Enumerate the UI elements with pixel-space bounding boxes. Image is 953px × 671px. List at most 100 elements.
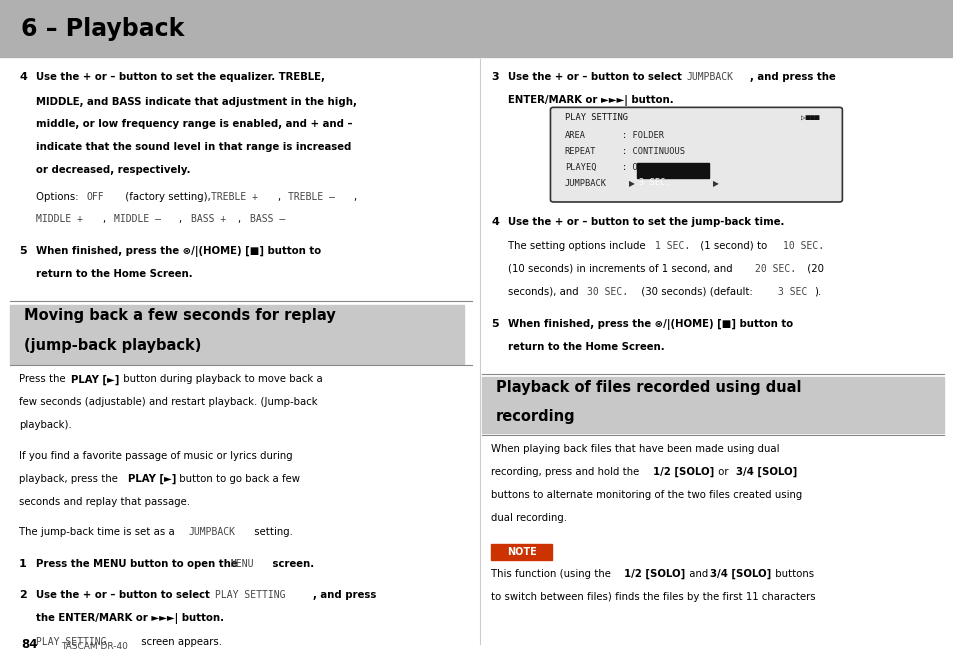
Text: 1/2 [SOLO]: 1/2 [SOLO] bbox=[623, 569, 684, 579]
Text: NOTE: NOTE bbox=[506, 547, 537, 556]
Text: 5: 5 bbox=[491, 319, 498, 329]
Text: buttons to alternate monitoring of the two files created using: buttons to alternate monitoring of the t… bbox=[491, 490, 801, 500]
Text: ▷■■■: ▷■■■ bbox=[801, 113, 819, 122]
Text: TREBLE –: TREBLE – bbox=[288, 192, 335, 202]
Text: When finished, press the ⊗/|(HOME) [■] button to: When finished, press the ⊗/|(HOME) [■] b… bbox=[508, 319, 793, 329]
Text: MIDDLE –: MIDDLE – bbox=[114, 214, 161, 224]
Text: 3 SEC.: 3 SEC. bbox=[639, 178, 670, 187]
Text: the ENTER/MARK or ►►►| button.: the ENTER/MARK or ►►►| button. bbox=[36, 613, 224, 623]
Bar bbox=[481, 377, 943, 433]
Text: When playing back files that have been made using dual: When playing back files that have been m… bbox=[491, 444, 779, 454]
Text: : FOLDER: : FOLDER bbox=[621, 131, 663, 140]
Text: Use the + or – button to select: Use the + or – button to select bbox=[508, 72, 685, 82]
Text: REPEAT: REPEAT bbox=[564, 147, 596, 156]
Text: 6 – Playback: 6 – Playback bbox=[21, 17, 184, 41]
Text: 4: 4 bbox=[491, 217, 498, 227]
Text: : OFF: : OFF bbox=[621, 163, 648, 172]
Text: ENTER/MARK or ►►►| button.: ENTER/MARK or ►►►| button. bbox=[508, 95, 674, 105]
Bar bbox=[491, 544, 552, 560]
Text: Press the: Press the bbox=[19, 374, 69, 384]
Text: seconds and replay that passage.: seconds and replay that passage. bbox=[19, 497, 190, 507]
Text: The setting options include: The setting options include bbox=[508, 241, 649, 251]
Bar bbox=[637, 163, 708, 178]
Text: JUMPBACK: JUMPBACK bbox=[686, 72, 733, 82]
Text: return to the Home Screen.: return to the Home Screen. bbox=[36, 269, 193, 279]
Text: 84: 84 bbox=[21, 638, 37, 651]
Text: ,: , bbox=[103, 214, 112, 224]
Text: MENU: MENU bbox=[231, 559, 254, 569]
Text: setting.: setting. bbox=[251, 527, 293, 537]
Text: , and press the: , and press the bbox=[749, 72, 835, 82]
Text: Playback of files recorded using dual: Playback of files recorded using dual bbox=[496, 380, 801, 395]
Text: MIDDLE +: MIDDLE + bbox=[36, 214, 83, 224]
Text: or decreased, respectively.: or decreased, respectively. bbox=[36, 165, 191, 175]
Text: return to the Home Screen.: return to the Home Screen. bbox=[508, 342, 664, 352]
Text: 4: 4 bbox=[19, 72, 27, 82]
Text: MIDDLE, and BASS indicate that adjustment in the high,: MIDDLE, and BASS indicate that adjustmen… bbox=[36, 97, 356, 107]
Text: PLAY [►]: PLAY [►] bbox=[71, 374, 119, 384]
Text: ).: ). bbox=[813, 287, 821, 297]
Text: ,: , bbox=[238, 214, 248, 224]
Text: 1: 1 bbox=[19, 559, 27, 569]
Text: , and press: , and press bbox=[313, 590, 375, 600]
Text: screen.: screen. bbox=[269, 559, 314, 569]
Text: to switch between files) finds the files by the first 11 characters: to switch between files) finds the files… bbox=[491, 592, 815, 602]
Text: playback, press the: playback, press the bbox=[19, 474, 121, 484]
Text: (30 seconds) (default:: (30 seconds) (default: bbox=[638, 287, 756, 297]
Text: PLAY SETTING: PLAY SETTING bbox=[564, 113, 627, 122]
Text: seconds), and: seconds), and bbox=[508, 287, 581, 297]
Text: 20 SEC.: 20 SEC. bbox=[754, 264, 795, 274]
Text: When finished, press the ⊗/|(HOME) [■] button to: When finished, press the ⊗/|(HOME) [■] b… bbox=[36, 246, 321, 257]
Text: TASCAM DR-40: TASCAM DR-40 bbox=[61, 642, 128, 651]
Text: 1/2 [SOLO]: 1/2 [SOLO] bbox=[653, 467, 714, 477]
Text: or: or bbox=[714, 467, 731, 477]
Bar bbox=[10, 305, 463, 364]
Text: Options:: Options: bbox=[36, 192, 82, 202]
Text: 3: 3 bbox=[491, 72, 498, 82]
Text: : CONTINUOUS: : CONTINUOUS bbox=[621, 147, 684, 156]
Text: PLAY [►]: PLAY [►] bbox=[128, 474, 176, 484]
Text: TREBLE +: TREBLE + bbox=[211, 192, 257, 202]
Text: ▶: ▶ bbox=[712, 179, 718, 188]
Text: 2: 2 bbox=[19, 590, 27, 600]
Text: button during playback to move back a: button during playback to move back a bbox=[120, 374, 323, 384]
Text: ,: , bbox=[353, 192, 355, 202]
Text: JUMPBACK: JUMPBACK bbox=[188, 527, 234, 537]
Text: (10 seconds) in increments of 1 second, and: (10 seconds) in increments of 1 second, … bbox=[508, 264, 736, 274]
Text: recording: recording bbox=[496, 409, 575, 423]
Text: PLAYEQ: PLAYEQ bbox=[564, 163, 596, 172]
Text: If you find a favorite passage of music or lyrics during: If you find a favorite passage of music … bbox=[19, 451, 293, 461]
Text: ,: , bbox=[179, 214, 189, 224]
Text: playback).: playback). bbox=[19, 420, 71, 430]
Text: This function (using the: This function (using the bbox=[491, 569, 614, 579]
Text: screen appears.: screen appears. bbox=[138, 637, 222, 647]
Text: (20: (20 bbox=[803, 264, 823, 274]
Text: PLAY SETTING: PLAY SETTING bbox=[36, 637, 107, 647]
Text: dual recording.: dual recording. bbox=[491, 513, 567, 523]
Text: OFF: OFF bbox=[87, 192, 104, 202]
Text: 3/4 [SOLO]: 3/4 [SOLO] bbox=[736, 467, 797, 477]
Text: JUMPBACK: JUMPBACK bbox=[564, 179, 606, 188]
Text: button to go back a few: button to go back a few bbox=[176, 474, 300, 484]
Text: Use the + or – button to set the equalizer. TREBLE,: Use the + or – button to set the equaliz… bbox=[36, 72, 325, 82]
Text: 5: 5 bbox=[19, 246, 27, 256]
FancyBboxPatch shape bbox=[550, 107, 841, 202]
Bar bbox=[0, 0, 953, 57]
Text: The jump-back time is set as a: The jump-back time is set as a bbox=[19, 527, 178, 537]
Text: Moving back a few seconds for replay: Moving back a few seconds for replay bbox=[24, 308, 335, 323]
Text: Press the MENU button to open the: Press the MENU button to open the bbox=[36, 559, 241, 569]
Text: middle, or low frequency range is enabled, and + and –: middle, or low frequency range is enable… bbox=[36, 119, 353, 130]
Text: and: and bbox=[685, 569, 711, 579]
Text: (factory setting),: (factory setting), bbox=[122, 192, 217, 202]
Text: ▶: ▶ bbox=[628, 179, 634, 188]
Text: 10 SEC.: 10 SEC. bbox=[782, 241, 823, 251]
Text: 3/4 [SOLO]: 3/4 [SOLO] bbox=[709, 569, 770, 579]
Text: (1 second) to: (1 second) to bbox=[697, 241, 770, 251]
Text: indicate that the sound level in that range is increased: indicate that the sound level in that ra… bbox=[36, 142, 352, 152]
Text: Use the + or – button to select: Use the + or – button to select bbox=[36, 590, 213, 600]
Text: AREA: AREA bbox=[564, 131, 585, 140]
Text: 30 SEC.: 30 SEC. bbox=[586, 287, 627, 297]
Text: BASS +: BASS + bbox=[191, 214, 226, 224]
Text: 1 SEC.: 1 SEC. bbox=[655, 241, 690, 251]
Text: (jump-back playback): (jump-back playback) bbox=[24, 338, 201, 352]
